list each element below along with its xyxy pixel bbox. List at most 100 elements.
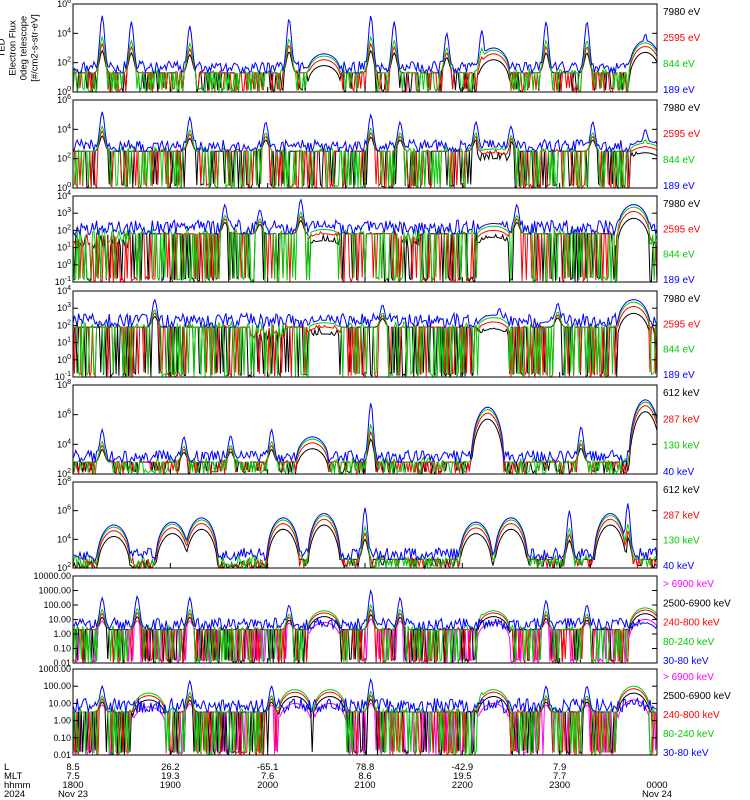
y-tick-label: 0.01	[53, 658, 71, 668]
y-tick-label: 100	[57, 86, 71, 97]
y-axis-label-line: [#/cm2-s-str-eV]	[30, 14, 41, 82]
legend-entry: 844 eV	[663, 345, 695, 356]
y-axis-label: TED Electron Flux 0deg telescope [#/cm2-s-s…	[0, 14, 41, 82]
legend-entry: 287 keV	[663, 414, 700, 425]
y-tick-label: 104	[57, 190, 71, 201]
y-tick-label: 102	[57, 562, 71, 573]
x-axis-time-label: 1800	[62, 780, 83, 791]
y-tick-label: 104	[57, 123, 71, 134]
legend-entry: 844 eV	[663, 59, 695, 70]
x-axis-date-label: Nov 23	[58, 789, 88, 800]
series-40-kev	[72, 399, 658, 465]
x-axis-row-label: MLT	[4, 771, 22, 782]
legend-entry: 612 keV	[663, 485, 700, 496]
y-tick-label: 104	[57, 533, 71, 544]
panel-7: 0.010.101.0010.00100.001000.0010000.00ME…	[33, 571, 731, 668]
legend-entry: 80-240 keV	[663, 729, 714, 740]
legend-entry: 189 eV	[663, 370, 695, 381]
series-189-ev	[72, 198, 658, 236]
y-tick-label: 1.00	[53, 716, 71, 726]
legend-entry: > 6900 keV	[663, 672, 714, 683]
series-30-80-kev	[72, 588, 658, 632]
x-axis-time-label: 0000	[646, 780, 667, 791]
x-axis-time-label: 2000	[257, 780, 278, 791]
series-80-240-kev	[72, 603, 658, 665]
legend-entry: 130 keV	[663, 441, 700, 452]
series-612-kev	[72, 524, 657, 570]
panel-6: 102104106108MEPEDElectron Flux90deg tele…	[57, 476, 700, 573]
x-axis-l-value: -65.1	[257, 762, 279, 773]
x-axis-l-value: 78.8	[356, 762, 375, 773]
legend-entry: 40 keV	[663, 561, 694, 572]
x-axis-date-label: Nov 24	[642, 789, 672, 800]
x-axis-mlt-value: 19.5	[453, 771, 472, 782]
legend-entry: 2595 eV	[663, 319, 701, 330]
legend-entry: 40 keV	[663, 467, 694, 478]
x-axis-l-value: 8.5	[66, 762, 79, 773]
y-tick-label: 102	[57, 57, 71, 68]
legend-entry: 844 eV	[663, 250, 695, 261]
legend-entry: 844 eV	[663, 155, 695, 166]
x-axis-mlt-value: 7.5	[66, 771, 79, 782]
legend-entry: 2595 eV	[663, 224, 701, 235]
legend-entry: 240-800 keV	[663, 710, 720, 721]
y-tick-label: 100	[57, 259, 71, 270]
panel-frame	[72, 481, 658, 569]
series-189-ev	[72, 298, 658, 330]
x-axis-row-label: 2024	[4, 789, 25, 800]
y-tick-label: 106	[57, 0, 71, 9]
legend-entry: 7980 eV	[663, 7, 701, 18]
y-tick-label: 10-1	[55, 276, 71, 287]
y-tick-label: 0.10	[53, 733, 71, 743]
y-tick-label: 101	[57, 337, 71, 348]
x-axis-mlt-value: 8.6	[358, 771, 371, 782]
y-axis-label-line: 0deg telescope	[19, 16, 30, 80]
series-130-kev	[72, 515, 658, 570]
legend-entry: 80-240 keV	[663, 637, 714, 648]
x-axis-time-label: 2200	[452, 780, 473, 791]
y-tick-label: 102	[57, 224, 71, 235]
panel-4: 10-1100101102103104TEDProton Flux30deg t…	[55, 285, 701, 382]
x-axis-time-label: 2300	[549, 780, 570, 791]
legend-entry: 612 keV	[663, 388, 700, 399]
y-tick-label: 10.00	[48, 615, 71, 625]
y-tick-label: 106	[57, 505, 71, 516]
legend-entry: 189 eV	[663, 275, 695, 286]
series-844-ev	[72, 206, 658, 284]
legend-entry: > 6900 keV	[663, 579, 714, 590]
y-axis-label-line: TED	[0, 38, 8, 57]
legend-entry: 240-800 keV	[663, 618, 720, 629]
y-tick-label: 10.00	[48, 698, 71, 708]
series-40-kev	[73, 503, 658, 562]
x-axis-row-label: L	[4, 762, 9, 773]
y-tick-label: 1000.00	[38, 664, 71, 674]
y-tick-label: 100	[57, 182, 71, 193]
y-tick-label: 104	[57, 27, 71, 38]
x-axis-mlt-value: 19.3	[161, 771, 180, 782]
y-tick-label: 100	[57, 354, 71, 365]
x-axis-mlt-value: 7.7	[553, 771, 566, 782]
y-axis-label-line: Electron Flux	[8, 20, 19, 76]
x-axis-time-label: 1900	[160, 780, 181, 791]
legend-entry: 2595 eV	[663, 129, 701, 140]
legend-entry: 130 keV	[663, 536, 700, 547]
legend-entry: 2595 eV	[663, 33, 701, 44]
y-tick-label: 102	[57, 319, 71, 330]
legend-entry: 7980 eV	[663, 103, 701, 114]
y-tick-label: 0.01	[53, 750, 71, 760]
y-tick-label: 103	[57, 207, 71, 218]
y-tick-label: 0.10	[53, 644, 71, 654]
y-tick-label: 1000.00	[38, 586, 71, 596]
y-tick-label: 104	[57, 285, 71, 296]
legend-entry: 189 eV	[663, 85, 695, 96]
y-tick-label: 108	[57, 476, 71, 487]
series-80-240-kev	[72, 685, 657, 756]
y-tick-label: 100.00	[43, 681, 71, 691]
legend-entry: 7980 eV	[663, 294, 701, 305]
x-axis-l-value: 7.9	[553, 762, 566, 773]
y-tick-label: 101	[57, 242, 71, 253]
